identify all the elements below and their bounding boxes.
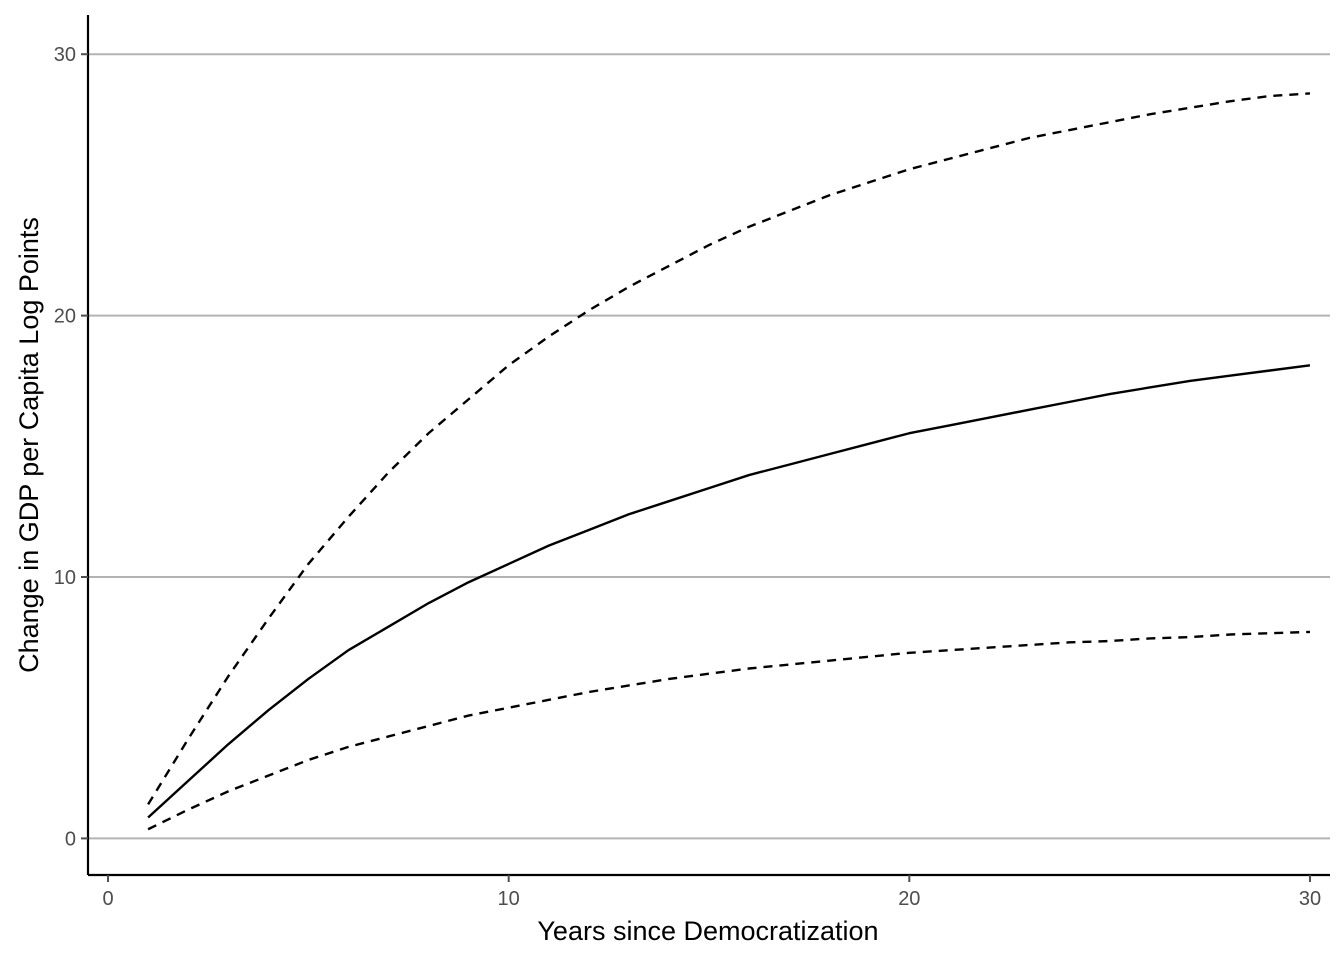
x-tick-label-0: 0 [102, 888, 113, 910]
y-tick-label-0: 0 [65, 828, 76, 850]
series-layer [147, 92, 1311, 831]
ticks: 0 10 20 30 0 10 20 30 [54, 44, 1321, 910]
y-tick-label-10: 10 [54, 567, 76, 589]
x-tick-label-30: 30 [1299, 888, 1321, 910]
y-axis-title: Change in GDP per Capita Log Points [14, 217, 44, 673]
x-axis-title: Years since Democratization [537, 916, 878, 946]
x-tick-label-20: 20 [898, 888, 920, 910]
series-upper-bound-line [147, 92, 1311, 806]
x-tick-label-10: 10 [498, 888, 520, 910]
y-tick-label-30: 30 [54, 44, 76, 66]
y-tick-label-20: 20 [54, 306, 76, 328]
series-lower-bound-line [147, 630, 1311, 831]
axes [86, 15, 1330, 877]
series-estimate-line [147, 364, 1311, 819]
grid [88, 53, 1330, 840]
